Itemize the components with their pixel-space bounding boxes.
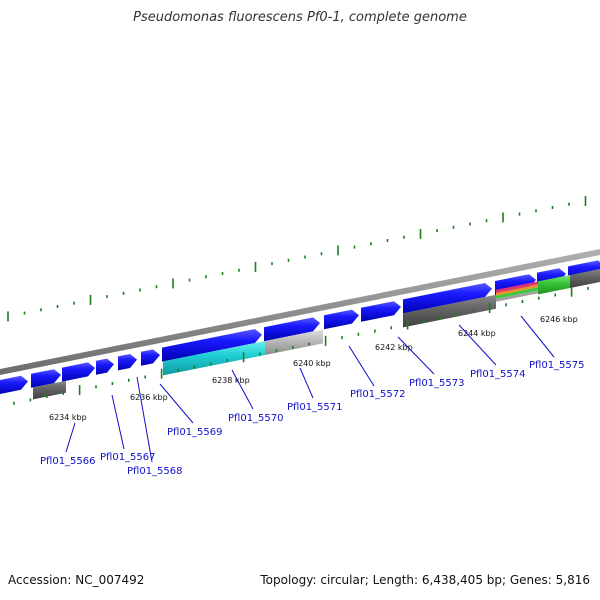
- cds-gene[interactable]: [0, 375, 28, 395]
- scale-label: 6238 kbp: [212, 376, 250, 385]
- inner-tick-ring: [13, 286, 589, 405]
- green-feature[interactable]: [538, 275, 570, 295]
- gene-label-pfl01-5574[interactable]: Pfl01_5574: [470, 369, 526, 380]
- cds-gene[interactable]: [403, 283, 492, 314]
- feature-green[interactable]: [496, 287, 538, 299]
- gene-label-pfl01-5571[interactable]: Pfl01_5571: [287, 402, 343, 413]
- cds-gene[interactable]: [264, 317, 320, 342]
- cds-gene[interactable]: [96, 358, 114, 375]
- feature-gray[interactable]: [496, 290, 538, 302]
- scale-label: 6236 kbp: [130, 393, 168, 402]
- cds-gene[interactable]: [62, 362, 95, 382]
- scale-labels: 6234 kbp 6236 kbp 6238 kbp 6240 kbp 6242…: [49, 315, 578, 422]
- scale-label: 6234 kbp: [49, 413, 87, 422]
- gene-label-pfl01-5570[interactable]: Pfl01_5570: [228, 413, 284, 424]
- scale-label: 6242 kbp: [375, 343, 413, 352]
- feature-pink[interactable]: [496, 281, 538, 293]
- genome-summary: Topology: circular; Length: 6,438,405 bp…: [260, 573, 590, 587]
- outer-tick-ring: [7, 195, 587, 322]
- feature-orange[interactable]: [496, 284, 538, 296]
- gene-label-pfl01-5567[interactable]: Pfl01_5567: [100, 452, 156, 463]
- cds-gene[interactable]: [118, 354, 137, 371]
- gene-label-pfl01-5568[interactable]: Pfl01_5568: [127, 466, 183, 477]
- gene-labels: Pfl01_5566 Pfl01_5567 Pfl01_5568 Pfl01_5…: [40, 360, 585, 477]
- cds-gene[interactable]: [162, 329, 262, 362]
- gene-label-pfl01-5573[interactable]: Pfl01_5573: [409, 378, 465, 389]
- gene-label-pfl01-5575[interactable]: Pfl01_5575: [529, 360, 585, 371]
- pseudogene-feature[interactable]: [33, 380, 66, 400]
- region-feature[interactable]: [570, 268, 600, 288]
- region-feature[interactable]: [403, 294, 496, 328]
- cds-gene[interactable]: [361, 301, 401, 322]
- rna-feature[interactable]: [163, 341, 265, 376]
- gene-label-pfl01-5566[interactable]: Pfl01_5566: [40, 456, 96, 467]
- gene-label-leaders: [65, 315, 555, 463]
- scale-label: 6246 kbp: [540, 315, 578, 324]
- cds-gene[interactable]: [141, 349, 160, 366]
- reverse-strand-features: [33, 268, 600, 400]
- misc-feature[interactable]: [265, 329, 323, 355]
- gene-label-pfl01-5569[interactable]: Pfl01_5569: [167, 427, 223, 438]
- scale-label: 6240 kbp: [293, 359, 331, 368]
- accession-label: Accession: NC_007492: [8, 573, 145, 587]
- gene-label-pfl01-5572[interactable]: Pfl01_5572: [350, 389, 406, 400]
- map-title: Pseudomonas fluorescens Pf0-1, complete …: [133, 10, 467, 25]
- cds-gene[interactable]: [31, 369, 61, 388]
- scale-label: 6244 kbp: [458, 329, 496, 338]
- genome-backbone: [0, 249, 600, 375]
- cds-gene[interactable]: [324, 309, 359, 330]
